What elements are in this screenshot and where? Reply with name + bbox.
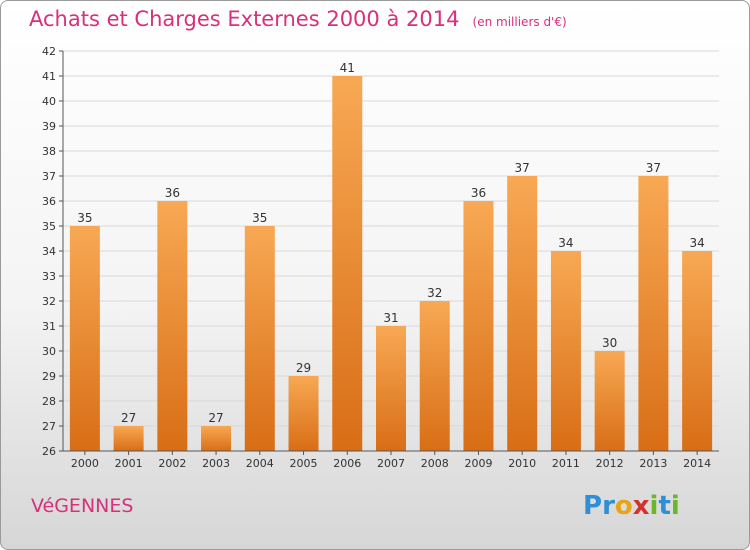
- x-tick-label: 2006: [333, 457, 361, 470]
- y-tick-label: 37: [42, 170, 56, 183]
- x-tick-label: 2010: [508, 457, 536, 470]
- y-tick-label: 35: [42, 220, 56, 233]
- data-label: 34: [558, 236, 573, 250]
- bar: [463, 201, 494, 451]
- x-tick-label: 2007: [377, 457, 405, 470]
- x-tick-label: 2012: [596, 457, 624, 470]
- x-tick-label: 2009: [464, 457, 492, 470]
- logo-letter: t: [658, 491, 671, 521]
- y-tick-label: 36: [42, 195, 56, 208]
- logo-letter: P: [583, 491, 603, 521]
- data-label: 27: [208, 411, 223, 425]
- axes: [59, 50, 719, 455]
- y-tick-label: 34: [42, 245, 56, 258]
- bars: [69, 76, 713, 451]
- data-label: 27: [121, 411, 136, 425]
- logo-letter: i: [649, 491, 659, 521]
- x-tick-label: 2002: [158, 457, 186, 470]
- bar: [332, 76, 363, 451]
- bar: [157, 201, 188, 451]
- title-main: Achats et Charges Externes 2000 à 2014: [29, 7, 460, 31]
- data-label: 31: [383, 311, 398, 325]
- y-tick-label: 26: [42, 445, 56, 458]
- bar: [113, 426, 144, 451]
- y-tick-label: 42: [42, 45, 56, 58]
- y-tick-label: 29: [42, 370, 56, 383]
- bar: [507, 176, 538, 451]
- data-label: 41: [340, 61, 355, 75]
- data-label: 32: [427, 286, 442, 300]
- y-tick-label: 40: [42, 95, 56, 108]
- x-tick-label: 2011: [552, 457, 580, 470]
- bar: [682, 251, 713, 451]
- commune-name: VéGENNES: [31, 495, 134, 517]
- x-tick-label: 2003: [202, 457, 230, 470]
- x-tick-label: 2000: [71, 457, 99, 470]
- bar: [638, 176, 669, 451]
- bar: [244, 226, 275, 451]
- data-label: 30: [602, 336, 617, 350]
- y-tick-label: 27: [42, 420, 56, 433]
- chart-title: Achats et Charges Externes 2000 à 2014 (…: [29, 7, 567, 31]
- data-label: 36: [471, 186, 486, 200]
- logo-letter: i: [670, 491, 680, 521]
- y-tick-label: 31: [42, 320, 56, 333]
- y-tick-label: 32: [42, 295, 56, 308]
- x-tick-label: 2005: [290, 457, 318, 470]
- x-tick-label: 2008: [421, 457, 449, 470]
- bar: [201, 426, 232, 451]
- y-tick-label: 38: [42, 145, 56, 158]
- bar: [419, 301, 450, 451]
- data-label: 35: [77, 211, 92, 225]
- data-label: 35: [252, 211, 267, 225]
- y-tick-label: 30: [42, 345, 56, 358]
- bar: [69, 226, 100, 451]
- y-tick-label: 41: [42, 70, 56, 83]
- bar: [376, 326, 406, 451]
- x-tick-label: 2013: [639, 457, 667, 470]
- data-label: 29: [296, 361, 311, 375]
- bar: [594, 351, 625, 451]
- proxiti-logo: Proxiti: [583, 491, 680, 521]
- data-label: 36: [165, 186, 180, 200]
- data-label: 37: [646, 161, 661, 175]
- bar: [550, 251, 581, 451]
- y-tick-label: 39: [42, 120, 56, 133]
- y-tick-label: 33: [42, 270, 56, 283]
- labels: 26 27 28 29 30 31 32 33 34 35 36 37 38 39 40 41 42 35 2000…: [42, 45, 711, 470]
- x-tick-label: 2004: [246, 457, 274, 470]
- logo-letter: x: [632, 491, 650, 521]
- logo-letter: r: [602, 491, 615, 521]
- data-label: 37: [515, 161, 530, 175]
- bar: [288, 376, 319, 451]
- x-tick-label: 2001: [115, 457, 143, 470]
- y-tick-label: 28: [42, 395, 56, 408]
- x-tick-label: 2014: [683, 457, 711, 470]
- data-label: 34: [689, 236, 704, 250]
- title-units: (en milliers d'€): [472, 15, 567, 29]
- logo-letter: o: [614, 491, 633, 521]
